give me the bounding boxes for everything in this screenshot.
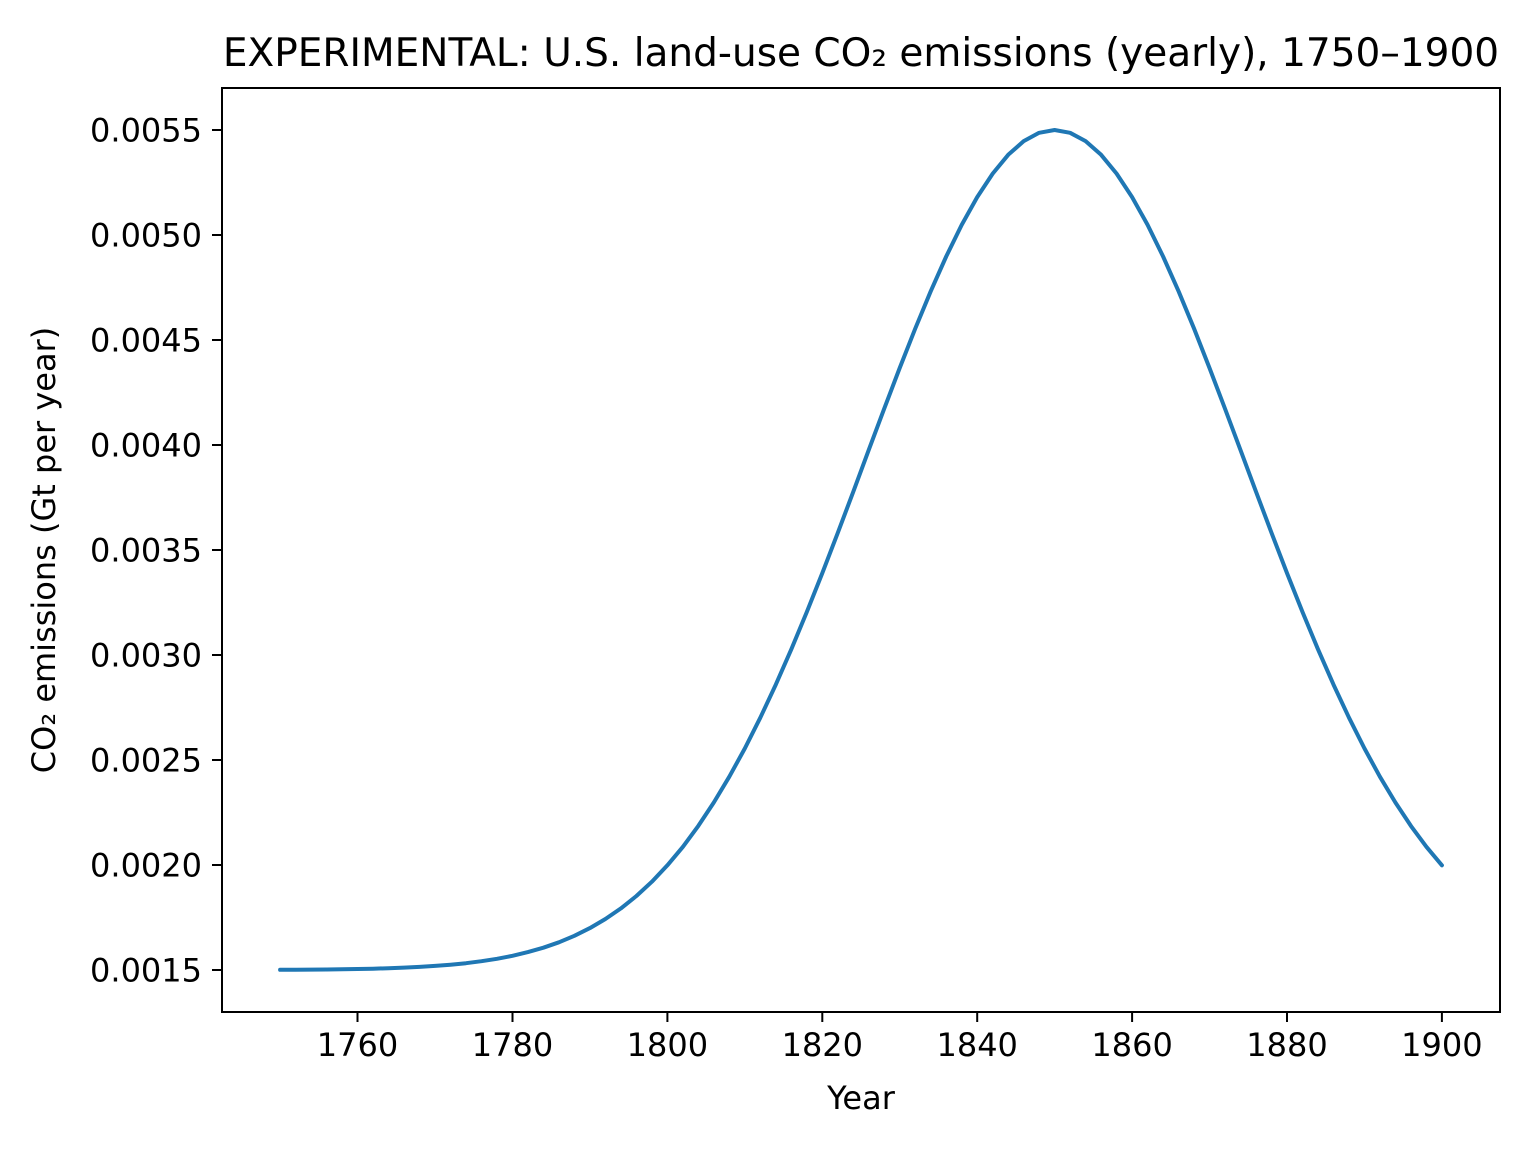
x-tick-label: 1820 xyxy=(782,1026,863,1064)
chart-title: EXPERIMENTAL: U.S. land-use CO₂ emission… xyxy=(223,31,1499,76)
x-tick-label: 1880 xyxy=(1246,1026,1327,1064)
x-tick-label: 1760 xyxy=(317,1026,398,1064)
x-tick-label: 1800 xyxy=(627,1026,708,1064)
x-tick-label: 1840 xyxy=(936,1026,1017,1064)
y-tick-label: 0.0040 xyxy=(90,427,202,465)
series-group xyxy=(278,128,1444,972)
y-tick-label: 0.0055 xyxy=(90,112,202,150)
y-tick-label: 0.0045 xyxy=(90,322,202,360)
x-tick-label: 1900 xyxy=(1401,1026,1482,1064)
y-tick-label: 0.0025 xyxy=(90,742,202,780)
x-tick-label: 1860 xyxy=(1091,1026,1172,1064)
y-tick-label: 0.0035 xyxy=(90,532,202,570)
x-tick-label: 1780 xyxy=(472,1026,553,1064)
plot-area-border xyxy=(221,87,1501,1013)
y-tick-label: 0.0020 xyxy=(90,847,202,885)
y-tick-label: 0.0015 xyxy=(90,952,202,990)
x-axis-ticks: 1760 1780 1800 1820 1840 1860 1880 1900 xyxy=(317,1012,1483,1064)
emissions-line-series xyxy=(278,128,1444,972)
x-axis-label: Year xyxy=(826,1079,896,1117)
y-tick-label: 0.0050 xyxy=(90,217,202,255)
y-axis-label: CO₂ emissions (Gt per year) xyxy=(25,327,63,773)
y-tick-label: 0.0030 xyxy=(90,637,202,675)
y-axis-ticks: 0.0015 0.0020 0.0025 0.0030 0.0035 0.0040 0.00… xyxy=(90,112,222,990)
